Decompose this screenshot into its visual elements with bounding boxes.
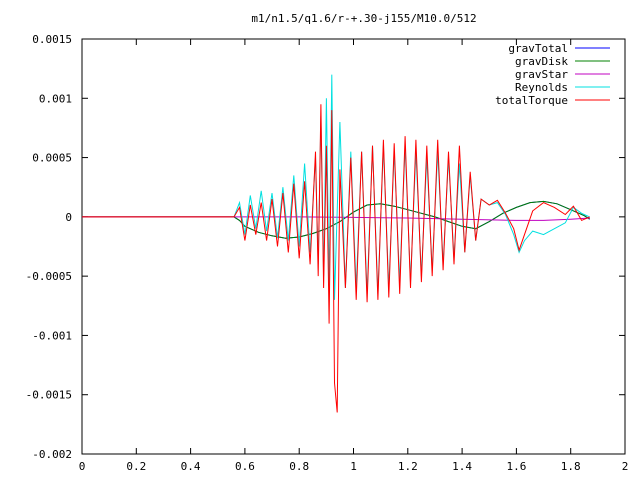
series-line-reynolds: [233, 74, 590, 300]
y-tick-label: -0.001: [32, 329, 72, 342]
x-tick-label: 2: [622, 460, 629, 473]
x-tick-label: 0.8: [289, 460, 309, 473]
legend-label-reynolds: Reynolds: [515, 81, 568, 94]
y-tick-label: -0.002: [32, 448, 72, 461]
x-tick-label: 1.6: [506, 460, 526, 473]
y-tick-label: 0.0005: [32, 152, 72, 165]
y-tick-label: 0.001: [39, 92, 72, 105]
y-tick-label: -0.0015: [26, 389, 72, 402]
x-tick-label: 1.2: [398, 460, 418, 473]
legend-label-gravstar: gravStar: [515, 68, 568, 81]
legend-label-gravdisk: gravDisk: [515, 55, 568, 68]
x-tick-label: 0.4: [181, 460, 201, 473]
series-line-gravdisk: [82, 200, 590, 239]
y-tick-label: -0.0005: [26, 270, 72, 283]
series-lines: [82, 74, 590, 413]
x-tick-label: 1: [350, 460, 357, 473]
x-tick-label: 1.8: [561, 460, 581, 473]
series-line-gravstar: [82, 216, 590, 221]
y-tick-label: 0: [65, 211, 72, 224]
series-line-gravtotal: [82, 200, 590, 239]
x-tick-label: 0.6: [235, 460, 255, 473]
legend-label-totaltorque: totalTorque: [495, 94, 568, 107]
x-tick-label: 1.4: [452, 460, 472, 473]
chart-title: m1/n1.5/q1.6/r-+.30-j155/M10.0/512: [251, 12, 476, 25]
legend: gravTotalgravDiskgravStarReynoldstotalTo…: [495, 42, 610, 107]
axis-ticks: 0 0.2 0.4 0.6 0.8 1 1.2 1.4 1.6 1.8 2 -0.002 -0.0015…: [26, 33, 629, 473]
legend-label-gravtotal: gravTotal: [508, 42, 568, 55]
x-tick-label: 0.2: [126, 460, 146, 473]
series-line-totaltorque: [82, 104, 590, 413]
y-tick-label: 0.0015: [32, 33, 72, 46]
x-tick-label: 0: [79, 460, 86, 473]
